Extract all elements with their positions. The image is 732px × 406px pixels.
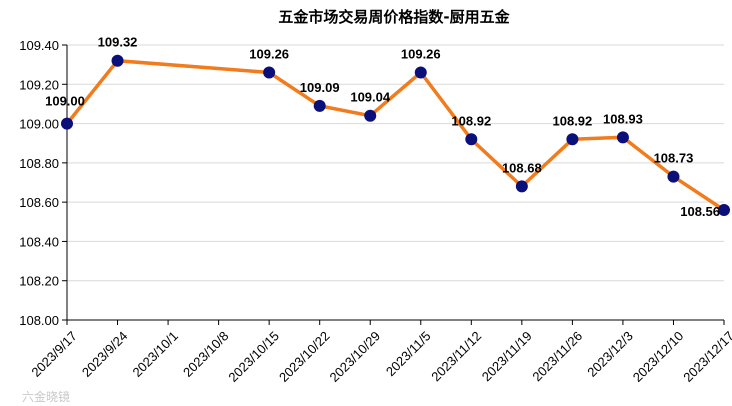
y-tick-label-1: 108.20 (19, 274, 59, 289)
data-point-5 (313, 99, 326, 112)
data-point-7 (414, 66, 427, 79)
x-tick-label-6: 2023/10/29 (327, 328, 384, 385)
data-label-11: 108.93 (603, 111, 643, 126)
chart-title: 五金市场交易周价格指数-厨用五金 (278, 8, 510, 26)
data-label-5: 109.09 (300, 80, 340, 95)
y-tick-label-5: 109.00 (19, 117, 59, 132)
data-label-12: 108.73 (654, 151, 694, 166)
data-labels: 109.00 109.32 109.26 109.09 109.04 109.26 108.… (45, 35, 720, 219)
data-label-6: 109.04 (350, 90, 391, 105)
data-label-8: 108.92 (451, 113, 491, 128)
y-axis-ticks: 108.00 108.20 108.40 108.60 108.80 109.00 109.… (19, 38, 59, 328)
data-label-13: 108.56 (680, 204, 720, 219)
x-tick-label-7: 2023/11/5 (383, 328, 434, 379)
x-tick-label-3: 2023/10/8 (180, 328, 232, 380)
x-tick-label-13: 2023/12/17 (680, 328, 732, 385)
data-point-4 (263, 66, 276, 79)
series-line-path (65, 58, 725, 212)
series-points (61, 54, 730, 216)
x-tick-label-12: 2023/12/10 (630, 328, 687, 385)
x-tick-label-5: 2023/10/22 (276, 328, 333, 385)
data-point-1 (111, 54, 124, 67)
data-label-9: 108.68 (502, 160, 542, 175)
x-tick-label-0: 2023/9/17 (28, 328, 80, 380)
x-tick-label-4: 2023/10/15 (225, 328, 282, 385)
x-tick-label-2: 2023/10/1 (129, 328, 181, 380)
data-label-10: 108.92 (553, 113, 593, 128)
data-point-6 (364, 109, 377, 122)
y-tick-label-6: 109.20 (19, 77, 59, 92)
y-tick-label-4: 108.80 (19, 156, 59, 171)
axes (62, 44, 725, 325)
data-point-9 (515, 180, 528, 193)
data-point-12 (667, 170, 680, 183)
watermark-text: 六金晓镜 (22, 389, 70, 404)
x-tick-label-10: 2023/11/26 (529, 328, 585, 384)
series-line (65, 58, 725, 212)
gridlines (67, 44, 724, 282)
data-point-13 (718, 204, 730, 216)
data-point-0 (61, 117, 73, 130)
data-point-10 (566, 133, 579, 146)
data-label-4: 109.26 (249, 47, 289, 62)
data-label-1: 109.32 (98, 35, 138, 50)
y-tick-label-0: 108.00 (19, 313, 59, 328)
data-point-8 (465, 133, 478, 146)
y-tick-label-7: 109.40 (19, 38, 59, 53)
data-point-11 (616, 131, 629, 144)
data-label-0: 109.00 (45, 94, 85, 109)
y-tick-label-2: 108.40 (19, 234, 59, 249)
x-tick-label-11: 2023/12/3 (584, 328, 636, 380)
x-tick-label-8: 2023/11/12 (428, 328, 484, 384)
y-tick-label-3: 108.60 (19, 195, 59, 210)
data-label-7: 109.26 (401, 47, 441, 62)
x-axis-ticks: 2023/9/17 2023/9/24 2023/10/1 2023/10/82023… (28, 328, 732, 385)
x-tick-label-1: 2023/9/24 (79, 328, 131, 380)
x-tick-label-9: 2023/11/19 (479, 328, 535, 384)
